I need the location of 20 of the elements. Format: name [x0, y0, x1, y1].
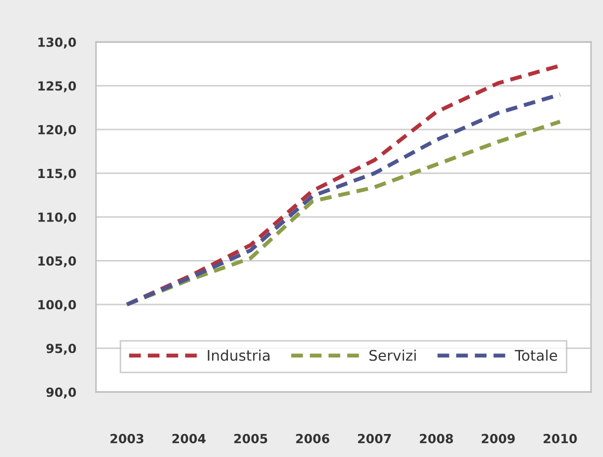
legend-label: Totale — [514, 350, 558, 361]
legend-label: Industria — [208, 350, 270, 361]
y-tick-label: 130,0 — [38, 37, 76, 49]
y-tick-label: 125,0 — [38, 81, 76, 92]
x-tick-label: 2003 — [110, 434, 144, 444]
y-tick-label: 110,0 — [38, 212, 76, 224]
y-tick-label: 105,0 — [38, 256, 76, 268]
x-tick-label: 2004 — [172, 434, 206, 444]
x-tick-label: 2007 — [358, 434, 391, 444]
y-tick-label: 100,0 — [38, 300, 76, 312]
y-tick-label: 95,0 — [46, 344, 76, 355]
x-tick-label: 2006 — [296, 434, 330, 444]
x-tick-label: 2009 — [482, 434, 515, 444]
x-tick-label: 2005 — [234, 434, 268, 444]
x-tick-label: 2008 — [420, 434, 453, 444]
y-tick-label: 115,0 — [38, 168, 76, 180]
legend-label: Servizi — [369, 350, 416, 361]
y-tick-label: 90,0 — [46, 387, 76, 399]
y-tick-label: 120,0 — [38, 124, 76, 136]
x-tick-label: 2010 — [544, 434, 577, 444]
